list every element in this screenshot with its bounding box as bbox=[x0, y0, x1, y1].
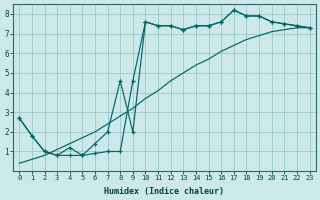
X-axis label: Humidex (Indice chaleur): Humidex (Indice chaleur) bbox=[104, 187, 224, 196]
